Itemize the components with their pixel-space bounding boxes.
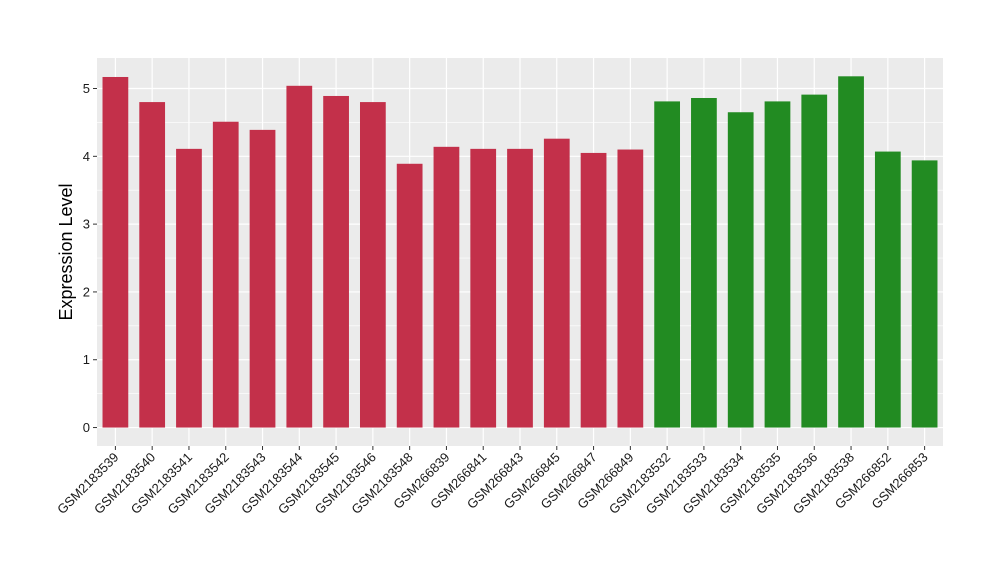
bar-GSM2183544 xyxy=(286,85,313,428)
bar-GSM2183535 xyxy=(764,101,791,428)
y-tick-label: 2 xyxy=(83,284,90,299)
bar-GSM2183548 xyxy=(396,163,423,428)
y-axis-title: Expression Level xyxy=(56,183,76,320)
bar-GSM2183534 xyxy=(727,112,754,428)
bar-GSM266847 xyxy=(580,152,607,428)
bar-GSM2183532 xyxy=(654,101,681,428)
bar-GSM266843 xyxy=(507,148,533,428)
bar-GSM2183538 xyxy=(838,76,864,428)
bar-GSM266853 xyxy=(911,160,938,428)
bar-GSM2183541 xyxy=(176,148,202,428)
y-tick-label: 0 xyxy=(83,420,90,435)
y-tick-label: 1 xyxy=(83,352,90,367)
bar-GSM2183536 xyxy=(801,94,828,428)
y-tick-label: 4 xyxy=(83,149,90,164)
bar-GSM266839 xyxy=(433,146,460,428)
bar-GSM2183543 xyxy=(249,129,276,428)
bar-GSM266845 xyxy=(543,138,570,428)
bar-GSM266849 xyxy=(617,149,644,428)
bar-GSM2183533 xyxy=(691,98,717,428)
x-axis: GSM2183539GSM2183540GSM2183541GSM2183542… xyxy=(54,446,931,517)
bar-GSM266841 xyxy=(470,148,497,428)
y-tick-label: 5 xyxy=(83,81,90,96)
bar-GSM2183540 xyxy=(139,102,166,428)
bar-GSM2183539 xyxy=(102,76,129,428)
y-axis: 0 1 2 3 4 5 xyxy=(83,81,97,435)
y-tick-label: 3 xyxy=(83,217,90,232)
bars xyxy=(102,76,938,428)
bar-GSM2183545 xyxy=(323,95,349,428)
bar-GSM2183546 xyxy=(359,102,386,428)
bar-GSM266852 xyxy=(874,151,901,428)
bar-GSM2183542 xyxy=(212,121,239,428)
